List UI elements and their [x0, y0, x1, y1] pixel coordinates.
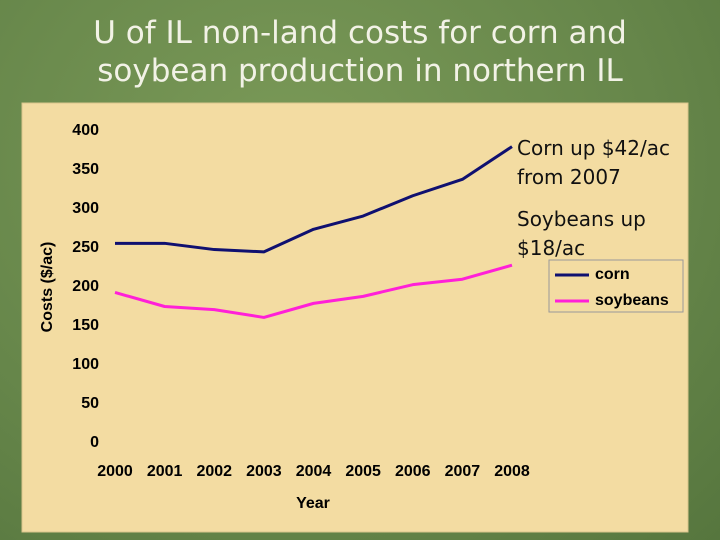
series-line	[115, 145, 513, 254]
y-tick-label: 350	[72, 161, 99, 178]
chart-panel	[21, 102, 689, 533]
x-tick-label: 2007	[445, 463, 481, 480]
legend-label: soybeans	[595, 292, 669, 309]
series-line	[114, 263, 513, 319]
annotation: Soybeans up $18/ac	[517, 207, 646, 260]
x-axis-label: Year	[296, 495, 330, 512]
x-tick-label: 2000	[97, 463, 133, 480]
y-tick-label: 300	[72, 200, 99, 217]
x-tick-label: 2005	[345, 463, 381, 480]
y-tick-label: 100	[72, 356, 99, 373]
y-tick-label: 400	[72, 122, 99, 139]
slide-title: U of IL non-land costs for corn and soyb…	[93, 15, 627, 89]
y-tick-label: 0	[90, 434, 99, 451]
y-axis-label: Costs ($/ac)	[39, 242, 56, 333]
annotation: Corn up $42/ac from 2007	[517, 136, 670, 189]
x-tick-label: 2004	[296, 463, 332, 480]
y-tick-label: 150	[72, 317, 99, 334]
legend-label: corn	[595, 266, 630, 283]
legend-box	[548, 259, 684, 313]
x-tick-label: 2003	[246, 463, 282, 480]
x-tick-label: 2001	[147, 463, 183, 480]
y-tick-label: 250	[72, 239, 99, 256]
x-tick-label: 2008	[494, 463, 530, 480]
y-tick-label: 200	[72, 278, 99, 295]
y-tick-label: 50	[81, 395, 99, 412]
x-tick-label: 2002	[196, 463, 232, 480]
x-tick-label: 2006	[395, 463, 431, 480]
